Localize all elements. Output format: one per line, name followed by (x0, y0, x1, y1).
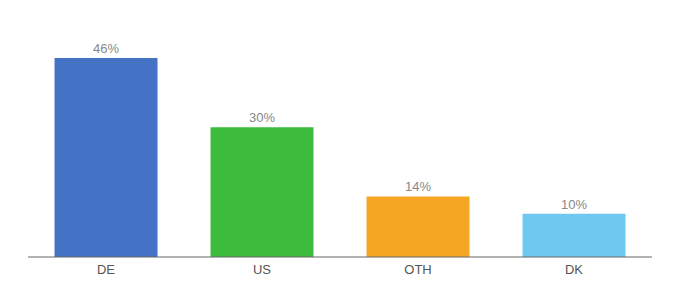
svg-text:10%: 10% (561, 197, 587, 212)
svg-text:DE: DE (97, 262, 115, 277)
svg-text:30%: 30% (249, 110, 275, 125)
svg-text:14%: 14% (405, 179, 431, 194)
svg-text:US: US (253, 262, 271, 277)
svg-text:46%: 46% (93, 41, 119, 56)
svg-text:OTH: OTH (404, 262, 431, 277)
svg-text:DK: DK (565, 262, 583, 277)
